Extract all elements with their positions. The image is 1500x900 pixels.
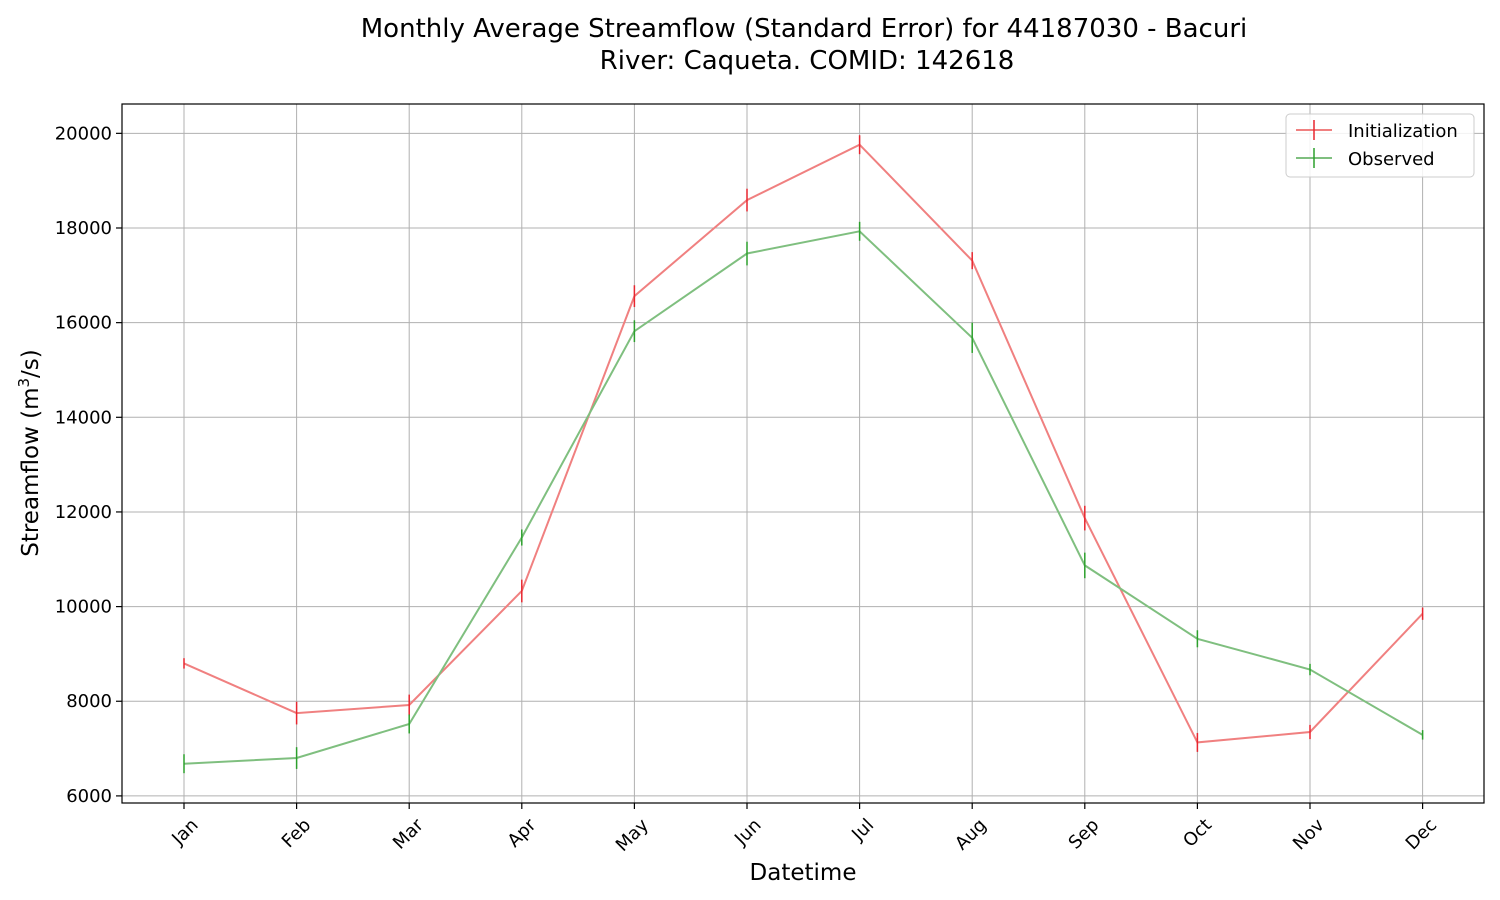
legend-label-initialization: Initialization — [1348, 121, 1458, 142]
y-tick-label: 10000 — [55, 597, 112, 618]
x-tick-label: Aug — [951, 815, 991, 855]
series-line — [183, 230, 1424, 765]
y-axis-label-superscript: 3 — [15, 378, 33, 388]
legend-item-observed: Observed — [1296, 148, 1435, 170]
x-tick-label: Mar — [389, 814, 428, 853]
x-axis-ticks: Jan Feb Mar Apr May Jun Jul Aug Sep Oct Nov Dec — [167, 803, 1441, 856]
y-tick-label: 16000 — [55, 313, 112, 334]
x-tick-label: Jan — [167, 815, 202, 850]
series-observed — [183, 221, 1424, 774]
x-axis-label: Datetime — [750, 860, 857, 886]
y-tick-label: 20000 — [55, 123, 112, 144]
plot-frame — [121, 103, 1485, 804]
x-tick-label: May — [612, 814, 653, 855]
y-axis-label: Streamflow (m3/s) — [15, 349, 44, 557]
series-layer — [183, 135, 1424, 774]
y-gridlines — [122, 132, 1484, 797]
legend: Initialization Observed — [1285, 113, 1475, 178]
y-tick-label: 18000 — [55, 218, 112, 239]
x-tick-label: Jun — [730, 815, 765, 850]
x-gridlines — [183, 104, 1424, 803]
legend-label-observed: Observed — [1348, 149, 1435, 170]
x-tick-label: Dec — [1402, 815, 1441, 854]
chart-title-line2: River: Caqueta. COMID: 142618 — [600, 46, 1015, 76]
y-tick-label: 6000 — [66, 786, 112, 807]
chart-title-line1: Monthly Average Streamflow (Standard Err… — [361, 14, 1247, 44]
y-tick-label: 14000 — [55, 407, 112, 428]
legend-item-initialization: Initialization — [1296, 120, 1458, 142]
series-initialization — [183, 135, 1424, 752]
y-tick-label: 8000 — [66, 691, 112, 712]
x-tick-label: Oct — [1179, 815, 1216, 852]
x-tick-label: Apr — [504, 814, 541, 851]
y-axis-ticks: 6000 8000 10000 12000 14000 16000 18000 20000 — [55, 123, 122, 807]
x-tick-label: Sep — [1065, 815, 1104, 854]
x-tick-label: Jul — [847, 815, 878, 846]
legend-box — [1285, 113, 1475, 178]
y-axis-label-main: Streamflow (m — [18, 387, 44, 556]
x-tick-label: Feb — [278, 815, 315, 852]
series-line — [183, 143, 1424, 744]
x-tick-label: Nov — [1289, 814, 1329, 854]
y-tick-label: 12000 — [55, 502, 112, 523]
y-axis-label-tail: /s) — [18, 349, 44, 378]
